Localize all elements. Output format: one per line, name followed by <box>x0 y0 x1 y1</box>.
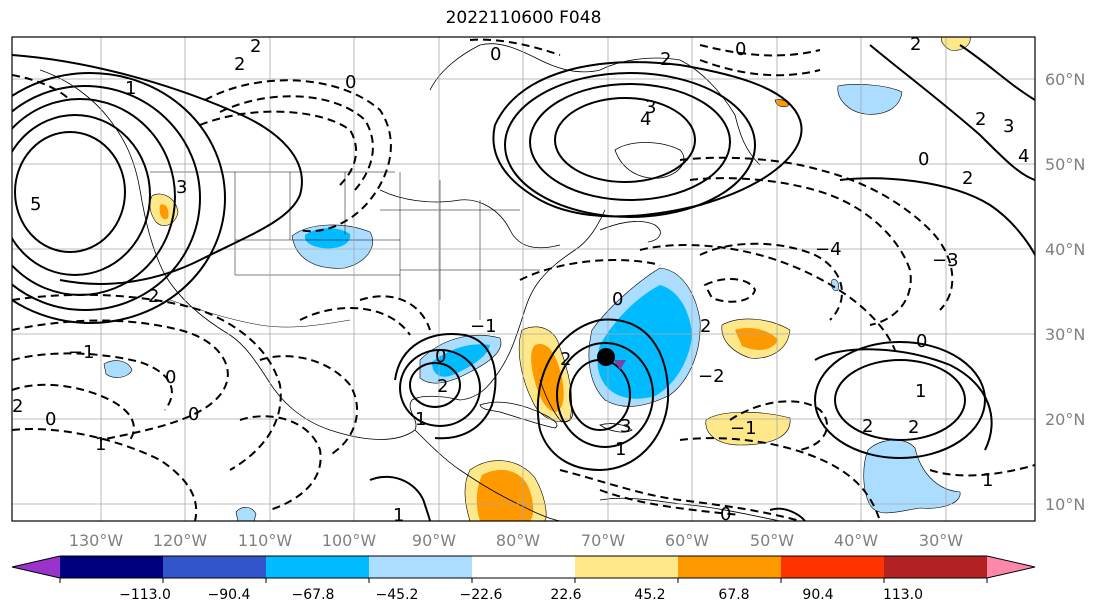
contour-label: 2 <box>910 34 921 55</box>
graticule <box>12 37 1035 521</box>
contour-label: 0 <box>612 289 623 310</box>
colorbar-tick-label: −90.4 <box>208 587 251 603</box>
contour-label: 0 <box>45 409 56 430</box>
map-canvas: 2 2 0 1 3 5 2 −1 0 0 0 1 2 0 3 4 2 0 2 2… <box>12 34 1035 526</box>
colorbar-tick-label: 45.2 <box>634 587 665 603</box>
lat-label: 10°N <box>1045 495 1085 514</box>
lon-label: 100°W <box>322 531 377 550</box>
dashed-contours <box>12 38 1035 521</box>
contour-label: −3 <box>932 250 959 271</box>
lat-label: 30°N <box>1045 325 1085 344</box>
contour-label: 2 <box>560 349 571 370</box>
contour-label: −2 <box>698 366 725 387</box>
contour-label: 4 <box>1018 146 1029 167</box>
lat-label: 40°N <box>1045 240 1085 259</box>
lon-label: 90°W <box>412 531 456 550</box>
contour-label: 3 <box>1003 116 1014 137</box>
lon-label: 130°W <box>69 531 124 550</box>
colorbar-segment <box>781 556 885 578</box>
lon-label: 50°W <box>750 531 794 550</box>
lat-label: 20°N <box>1045 410 1085 429</box>
contour-label: 0 <box>918 149 929 170</box>
contour-label: −1 <box>68 342 95 363</box>
lat-label: 50°N <box>1045 155 1085 174</box>
contour-label: 2 <box>12 396 23 417</box>
colorbar-ticks: −113.0 −90.4 −67.8 −45.2 −22.6 22.6 45.2… <box>119 587 923 603</box>
colorbar-segment <box>575 556 679 578</box>
storm-center-marker <box>597 348 626 370</box>
lat-label: 60°N <box>1045 70 1085 89</box>
contour-label: 3 <box>645 97 656 118</box>
contour-label: 2 <box>437 376 448 397</box>
colorbar-tick-label: 22.6 <box>550 587 581 603</box>
lon-label: 30°W <box>919 531 963 550</box>
contour-label: 0 <box>916 331 927 352</box>
map-title: 2022110600 F048 <box>445 8 602 28</box>
contour-label: −1 <box>470 316 497 337</box>
colorbar-tick-label: 113.0 <box>883 587 923 603</box>
contour-label: 0 <box>720 504 731 525</box>
contour-label: 2 <box>234 54 245 75</box>
contour-label: 3 <box>620 416 631 437</box>
contour-label: 1 <box>982 470 993 491</box>
contour-label: 2 <box>700 316 711 337</box>
lon-label: 40°W <box>834 531 878 550</box>
colorbar-segment <box>884 556 988 578</box>
colorbar-tick-label: −45.2 <box>376 587 419 603</box>
contour-label: 0 <box>435 346 446 367</box>
contour-label: 1 <box>915 381 926 402</box>
lon-label: 110°W <box>238 531 293 550</box>
contour-label: 0 <box>345 72 356 93</box>
colorbar-segment <box>369 556 473 578</box>
colorbar-segment <box>163 556 267 578</box>
colorbar-extend-low <box>12 556 60 578</box>
lon-label: 120°W <box>153 531 208 550</box>
contour-label: 4 <box>640 109 651 130</box>
lon-label: 70°W <box>581 531 625 550</box>
colorbar-segment <box>472 556 576 578</box>
contour-label: 2 <box>962 168 973 189</box>
shaded-negative-regions <box>103 84 961 521</box>
colorbar-segment <box>60 556 164 578</box>
contour-label: 0 <box>165 367 176 388</box>
colorbar <box>11 555 1036 583</box>
colorbar-extend-high <box>987 556 1035 578</box>
latitude-labels: 60°N 50°N 40°N 30°N 20°N 10°N <box>1045 70 1085 514</box>
colorbar-tick-label: −22.6 <box>460 587 503 603</box>
lon-label: 60°W <box>665 531 709 550</box>
lon-label: 80°W <box>496 531 540 550</box>
contour-label: −4 <box>815 239 842 260</box>
contour-label: 1 <box>95 434 106 455</box>
contour-label: 3 <box>176 177 187 198</box>
longitude-labels: 130°W 120°W 110°W 100°W 90°W 80°W 70°W 6… <box>69 531 963 550</box>
colorbar-segment <box>678 556 782 578</box>
colorbar-tick-label: −67.8 <box>292 587 335 603</box>
contour-label: −1 <box>730 418 757 439</box>
contour-label: 1 <box>393 505 404 526</box>
contour-label: 2 <box>250 36 261 57</box>
solid-contours <box>12 44 1035 521</box>
colorbar-tick-label: −113.0 <box>119 587 171 603</box>
contour-label: 2 <box>148 286 159 307</box>
map-frame <box>11 36 1036 522</box>
contour-labels: 2 2 0 1 3 5 2 −1 0 0 0 1 2 0 3 4 2 0 2 2… <box>12 34 1029 526</box>
state-borders <box>150 171 540 328</box>
shaded-positive-regions <box>149 37 971 521</box>
contour-label: 2 <box>975 109 986 130</box>
contour-label: 0 <box>490 44 501 65</box>
contour-label: 2 <box>660 49 671 70</box>
contour-label: 2 <box>908 417 919 438</box>
contour-label: 2 <box>862 416 873 437</box>
contour-label: 0 <box>735 39 746 60</box>
contour-label: 1 <box>615 439 626 460</box>
contour-label: 0 <box>188 404 199 425</box>
colorbar-segment <box>266 556 370 578</box>
colorbar-tick-label: 67.8 <box>718 587 749 603</box>
contour-label: 1 <box>125 78 136 99</box>
colorbar-tick-label: 90.4 <box>802 587 833 603</box>
contour-label: 5 <box>30 194 41 215</box>
contour-label: 1 <box>415 409 426 430</box>
